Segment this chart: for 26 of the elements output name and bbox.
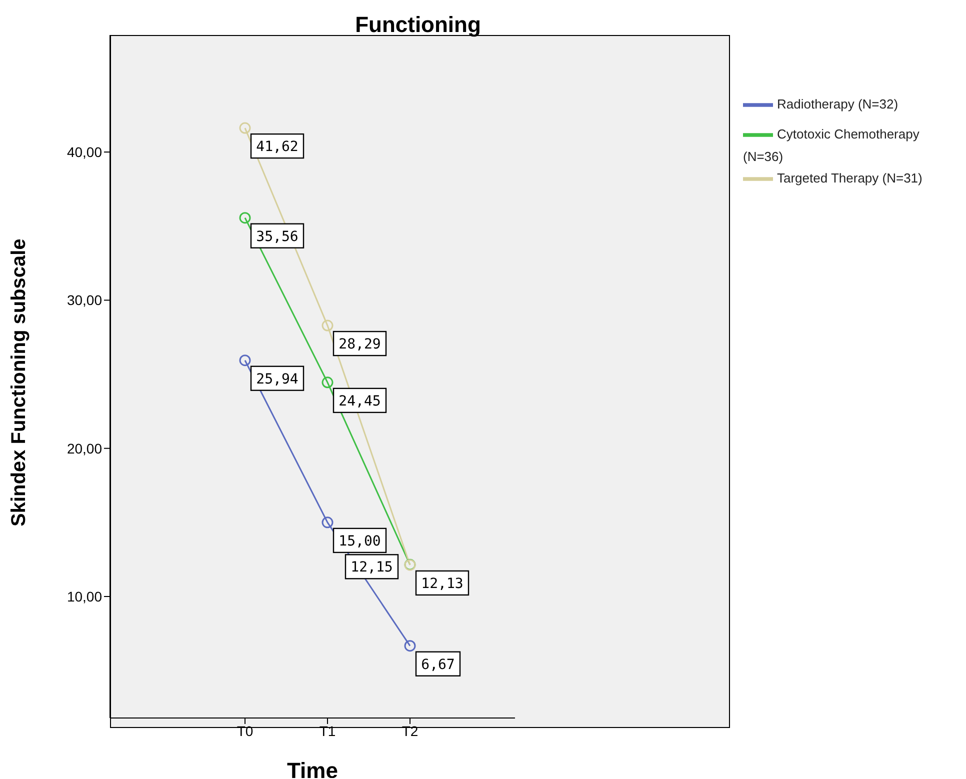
- data-label: 6,67: [421, 656, 455, 673]
- data-label: 12,13: [421, 576, 464, 592]
- chart-title: Functioning: [354, 12, 482, 38]
- data-label: 28,29: [338, 336, 381, 353]
- data-label: 25,94: [256, 371, 298, 388]
- point: [322, 376, 334, 388]
- y-tick-label: 10,00: [66, 588, 102, 604]
- point: [239, 122, 251, 134]
- y-tick-label: 20,00: [66, 440, 102, 456]
- legend-label: Cytotoxic Chemotherapy (N=36): [743, 126, 920, 164]
- data-label: 24,45: [338, 393, 381, 410]
- data-label: 35,56: [256, 228, 298, 245]
- legend-label: Radiotherapy (N=32): [777, 96, 898, 112]
- y-tick-label: 30,00: [66, 292, 102, 308]
- y-tick-label: 40,00: [66, 144, 102, 160]
- data-label: 12,15: [350, 560, 393, 576]
- data-label: 41,62: [256, 139, 298, 156]
- point: [239, 212, 251, 224]
- data-label: 15,00: [338, 533, 381, 550]
- x-axis-title: Time: [287, 758, 338, 779]
- legend-label: Targeted Therapy (N=31): [777, 170, 922, 186]
- y-axis-title: Skindex Functioning subscale: [8, 238, 30, 526]
- point: [404, 640, 416, 652]
- point: [322, 516, 334, 528]
- point: [239, 354, 251, 366]
- point: [322, 320, 334, 332]
